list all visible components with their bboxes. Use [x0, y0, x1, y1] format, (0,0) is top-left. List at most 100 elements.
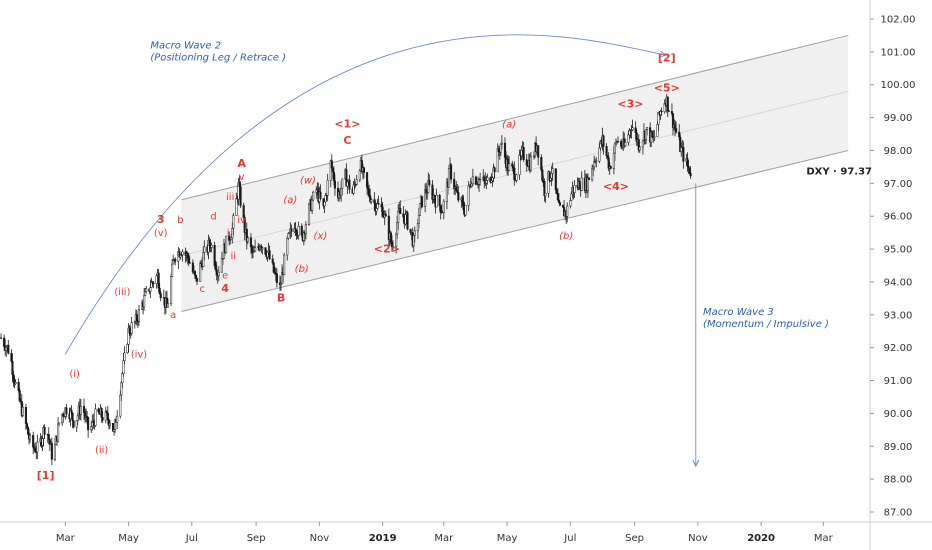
candle-body: [352, 184, 355, 194]
candle-body: [113, 429, 116, 432]
candle-body: [580, 177, 583, 191]
candle-body: [355, 179, 358, 185]
candle-body: [384, 213, 387, 217]
candle-body: [417, 215, 420, 224]
candle-body: [682, 147, 685, 162]
candle-body: [75, 420, 78, 428]
candle: [529, 151, 532, 172]
y-axis[interactable]: 87.00 88.00 89.00 90.00 91.00 92.00 93.00 94.00…: [806, 0, 916, 550]
candle: [319, 184, 322, 201]
candle-body: [266, 251, 269, 258]
candle-body: [43, 427, 46, 435]
candle: [566, 202, 569, 223]
candle-body: [123, 352, 126, 361]
candle-body: [537, 145, 540, 158]
candle-body: [627, 134, 630, 143]
candle-body: [135, 314, 138, 322]
candle-body: [323, 201, 326, 207]
wave-label: (b): [295, 264, 309, 275]
candle-body: [294, 228, 297, 231]
candle-body: [624, 142, 627, 147]
x-axis[interactable]: Mar May Jul Sep Nov 2019 Mar May Jul Sep Nov 2020 Ma…: [0, 521, 932, 544]
candle-body: [413, 230, 416, 236]
candle-body: [137, 309, 141, 322]
candle-body: [71, 412, 74, 421]
candle-body: [515, 174, 518, 181]
candle: [123, 346, 126, 365]
candle-body: [158, 287, 161, 294]
candle-body: [556, 193, 559, 201]
candle-body: [470, 183, 473, 187]
candle-body: [689, 172, 692, 177]
candle-body: [100, 408, 103, 418]
wave-label: A: [237, 157, 246, 170]
macro-label-title: Macro Wave 2: [150, 41, 221, 52]
candle-body: [272, 262, 275, 273]
candle-body: [541, 169, 544, 181]
candle-body: [144, 291, 147, 296]
candle-body: [21, 406, 24, 416]
candle-body: [675, 128, 678, 133]
candle-body: [578, 181, 581, 190]
candle-body: [32, 435, 35, 448]
candle-body: [341, 178, 344, 189]
wave-label: <1>: [334, 117, 360, 130]
candle-body: [50, 442, 53, 460]
candle: [100, 406, 103, 423]
candle: [573, 180, 576, 199]
x-tick-label: Mar: [814, 533, 834, 544]
candle: [14, 379, 17, 386]
candle-body: [666, 96, 669, 112]
candle: [87, 416, 90, 438]
candle: [58, 422, 61, 427]
candle-body: [187, 257, 190, 263]
wave-label: d: [210, 211, 216, 222]
candle-body: [295, 230, 298, 236]
candle: [312, 190, 315, 202]
candle-body: [402, 213, 405, 218]
candle-body: [368, 188, 371, 197]
candle-body: [651, 131, 654, 138]
candle-body: [631, 127, 634, 131]
candle: [217, 266, 220, 282]
candle-body: [616, 140, 620, 143]
candle: [428, 174, 431, 187]
candle-body: [544, 193, 547, 196]
candle-body: [235, 198, 238, 216]
candle-body: [399, 208, 402, 214]
y-tick-label: 93.00: [884, 310, 913, 321]
symbol-price-label: DXY · 97.37: [806, 167, 872, 178]
candle-body: [478, 179, 481, 185]
candle: [188, 255, 191, 264]
candle-body: [499, 143, 502, 153]
wave-label: 4: [221, 282, 229, 295]
candle-body: [370, 199, 373, 202]
candle: [50, 437, 53, 466]
candle: [135, 309, 138, 326]
candle-body: [239, 186, 242, 206]
y-tick-label: 98.00: [884, 146, 913, 157]
candle-body: [304, 224, 307, 235]
candle-body: [331, 167, 334, 173]
candle: [450, 162, 453, 184]
candle-body: [573, 185, 576, 193]
x-tick-label: Mar: [56, 533, 76, 544]
candle-body: [391, 246, 395, 248]
y-tick-label: 100.00: [881, 80, 916, 91]
candle-body: [653, 136, 656, 139]
candle: [689, 166, 692, 180]
candle-body: [36, 441, 39, 453]
candle-body: [290, 228, 293, 232]
candle-body: [518, 154, 521, 176]
y-tick-label: 92.00: [884, 343, 913, 354]
candle: [101, 411, 104, 423]
wave-label: v: [239, 172, 245, 183]
candle: [660, 107, 663, 116]
candle-body: [667, 110, 670, 112]
candle-body: [106, 412, 109, 421]
wave-label: b: [177, 215, 183, 226]
candle: [272, 262, 275, 274]
candle-body: [562, 204, 565, 208]
candle: [239, 181, 242, 208]
